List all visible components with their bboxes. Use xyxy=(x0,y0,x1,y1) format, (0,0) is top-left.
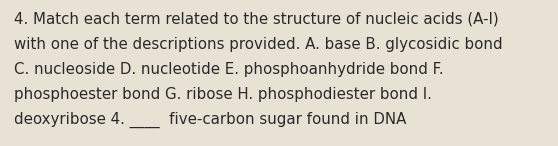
Text: deoxyribose 4. ____  five-carbon sugar found in DNA: deoxyribose 4. ____ five-carbon sugar fo… xyxy=(14,112,406,128)
Text: C. nucleoside D. nucleotide E. phosphoanhydride bond F.: C. nucleoside D. nucleotide E. phosphoan… xyxy=(14,62,444,77)
Text: 4. Match each term related to the structure of nucleic acids (A-I): 4. Match each term related to the struct… xyxy=(14,12,499,27)
Text: phosphoester bond G. ribose H. phosphodiester bond I.: phosphoester bond G. ribose H. phosphodi… xyxy=(14,87,432,102)
Text: with one of the descriptions provided. A. base B. glycosidic bond: with one of the descriptions provided. A… xyxy=(14,37,503,52)
